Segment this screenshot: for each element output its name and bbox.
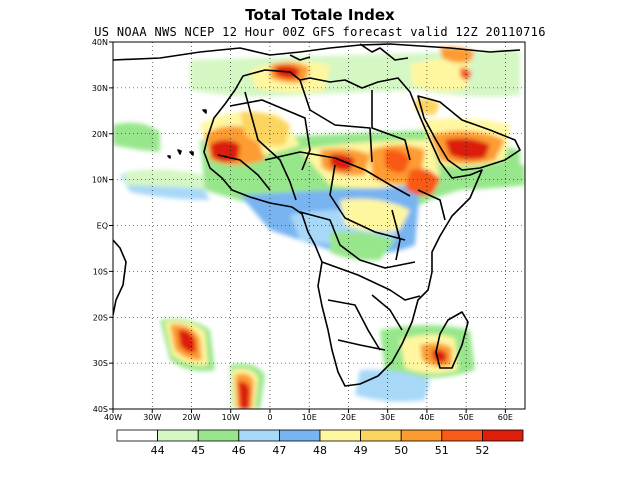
lat-tick-label: 10S bbox=[93, 267, 108, 276]
colorbar-label: 52 bbox=[475, 444, 489, 457]
lon-tick-label: 40W bbox=[104, 413, 122, 422]
colorbar-swatch bbox=[400, 429, 443, 442]
colorbar-label: 44 bbox=[151, 444, 165, 457]
lat-tick-label: 20S bbox=[93, 313, 108, 322]
colorbar-swatch bbox=[319, 429, 361, 442]
coastlines bbox=[113, 43, 521, 387]
lon-tick-label: 50E bbox=[459, 413, 474, 422]
graticule bbox=[113, 42, 525, 409]
lon-tick-label: 20W bbox=[182, 413, 200, 422]
colorbar-label: 49 bbox=[354, 444, 368, 457]
colorbar-label: 45 bbox=[191, 444, 205, 457]
lat-tick-label: 10N bbox=[92, 176, 108, 185]
colorbar-label: 51 bbox=[435, 444, 449, 457]
lat-tick-label: EQ bbox=[97, 222, 108, 231]
colorbar-swatch bbox=[278, 429, 321, 442]
colorbar-label: 50 bbox=[394, 444, 408, 457]
colorbar-swatch bbox=[360, 429, 402, 442]
colorbar-swatch bbox=[116, 429, 158, 442]
colorbar-label: 48 bbox=[313, 444, 327, 457]
colorbar-swatch bbox=[481, 429, 524, 442]
lat-tick-label: 40S bbox=[93, 405, 108, 414]
colorbar-swatch bbox=[197, 429, 240, 442]
lon-tick-label: 40E bbox=[419, 413, 434, 422]
lat-tick-label: 40N bbox=[92, 38, 108, 47]
lon-tick-label: 10E bbox=[302, 413, 317, 422]
lat-tick-label: 30S bbox=[93, 359, 108, 368]
lon-tick-label: 20E bbox=[341, 413, 356, 422]
index-shading bbox=[113, 47, 525, 409]
colorbar-swatch bbox=[238, 429, 280, 442]
colorbar: 44 45 46 47 48 49 50 51 52 bbox=[116, 429, 524, 457]
map-subtitle: US NOAA NWS NCEP 12 Hour 00Z GFS forecas… bbox=[94, 25, 546, 39]
lon-tick-label: 30W bbox=[143, 413, 161, 422]
lon-tick-label: 0 bbox=[267, 413, 272, 422]
colorbar-swatch bbox=[441, 429, 483, 442]
lon-tick-label: 10W bbox=[222, 413, 240, 422]
colorbar-label: 47 bbox=[272, 444, 286, 457]
colorbar-label: 46 bbox=[232, 444, 246, 457]
lon-tick-label: 30E bbox=[380, 413, 395, 422]
lat-tick-label: 20N bbox=[92, 130, 108, 139]
lat-tick-label: 30N bbox=[92, 84, 108, 93]
lon-tick-label: 60E bbox=[498, 413, 513, 422]
colorbar-swatch bbox=[157, 429, 199, 442]
map-title: Total Totale Index bbox=[245, 6, 395, 24]
